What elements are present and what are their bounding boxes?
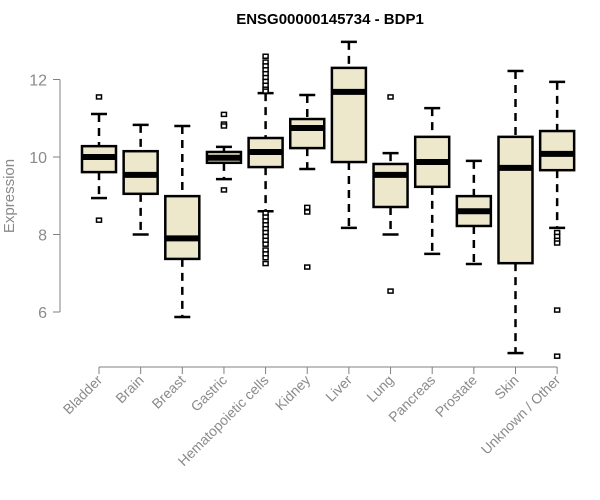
box-hematopoietic-cells [247, 53, 284, 267]
box-brain [122, 123, 159, 236]
x-tick-label: Bladder [60, 372, 106, 418]
outlier-point [553, 240, 561, 246]
outlier-point [262, 260, 269, 267]
outlier-point [304, 209, 311, 215]
outlier-point [304, 264, 311, 270]
outlier-point [220, 123, 228, 129]
box-prostate [455, 159, 493, 266]
outlier-point [220, 187, 228, 193]
box-gastric [205, 111, 243, 193]
iqr-box [330, 66, 368, 164]
outlier-point [262, 88, 269, 94]
outlier-point [95, 94, 103, 100]
box-kidney [289, 93, 326, 270]
box-lung [372, 94, 409, 294]
chart-title: ENSG00000145734 - BDP1 [236, 11, 424, 28]
x-tick-label: Liver [322, 372, 355, 405]
outlier-point [95, 217, 103, 223]
y-tick-label: 6 [38, 305, 47, 322]
outlier-point [387, 288, 394, 294]
y-axis: 6 8 10 12 [29, 73, 61, 322]
x-tick-label: Skin [491, 372, 522, 403]
outlier-point [262, 241, 269, 247]
x-tick-label: Unknown / Other [478, 372, 564, 458]
x-tick-label: Kidney [272, 372, 314, 414]
iqr-box [164, 194, 201, 261]
box-bladder [80, 94, 118, 223]
iqr-box [497, 135, 534, 265]
iqr-box [372, 162, 409, 209]
boxes [80, 40, 576, 359]
y-axis-label: Expression [1, 159, 18, 233]
x-tick-label: Brain [112, 372, 146, 406]
outlier-point [553, 353, 561, 359]
box-pancreas [413, 106, 451, 256]
y-tick-label: 12 [29, 73, 47, 90]
outlier-point [262, 255, 269, 261]
iqr-box [289, 117, 326, 150]
box-skin [497, 69, 534, 355]
outlier-point [262, 53, 269, 59]
y-tick-label: 8 [38, 228, 47, 245]
x-tick-label: Prostate [432, 372, 480, 420]
x-tick-label: Lung [363, 372, 396, 405]
outlier-point [553, 307, 561, 313]
box-liver [330, 40, 368, 230]
iqr-box [538, 129, 576, 172]
outlier-point [387, 94, 394, 100]
outlier-point [304, 204, 311, 211]
x-tick-label: Breast [148, 372, 188, 412]
box-unknown-other [538, 80, 576, 359]
y-tick-label: 10 [29, 150, 47, 167]
box-breast [164, 124, 201, 319]
outlier-point [220, 111, 228, 118]
